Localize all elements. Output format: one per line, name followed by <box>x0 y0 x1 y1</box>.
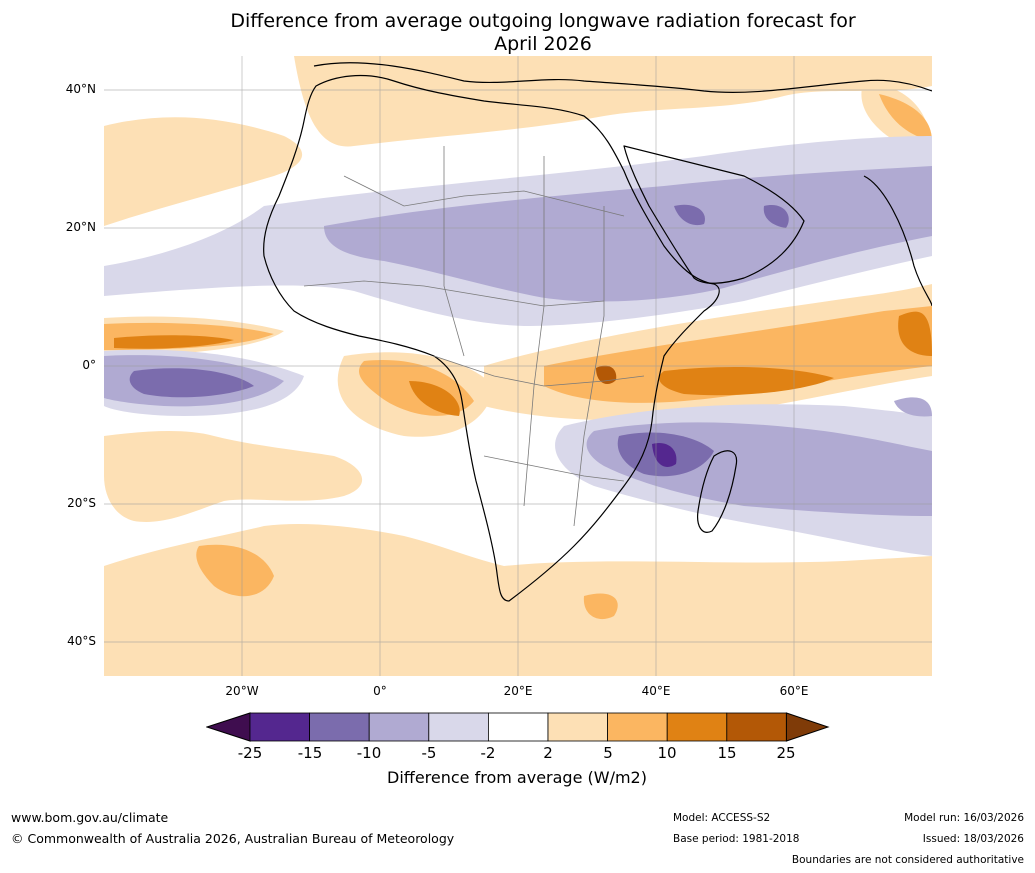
anomaly-north-atlantic-p2-5 <box>104 117 303 226</box>
colorbar-segment-m15-m10 <box>309 712 370 742</box>
positive-anomaly-layer <box>104 56 932 676</box>
colorbar-tick-p15: 15 <box>717 744 737 762</box>
map-svg <box>104 56 932 676</box>
colorbar-segment-m25-m15 <box>249 712 310 742</box>
colorbar-segment-m2-p2 <box>487 712 549 742</box>
coastline-arabia <box>623 145 805 284</box>
lon-label-0: 0° <box>373 684 387 698</box>
coastline-europe <box>313 62 932 93</box>
footer-copyright: © Commonwealth of Australia 2026, Austra… <box>11 831 455 846</box>
lat-label-40n: 40°N <box>65 82 96 96</box>
footer-model-run: Model run: 16/03/2026 <box>904 812 1024 824</box>
coastline-madagascar <box>697 450 738 533</box>
boundary-meridional-3 <box>573 206 605 527</box>
anomaly-indian-ocean-p5-10 <box>544 306 932 403</box>
coastline-africa <box>263 74 720 602</box>
lon-label-60e: 60°E <box>779 684 809 698</box>
colorbar-tick-p25: 25 <box>776 744 796 762</box>
chart-title: Difference from average outgoing longwav… <box>0 10 1035 56</box>
boundary-southern-africa <box>483 455 625 482</box>
colorbar <box>206 712 830 742</box>
colorbar-tick-p2: 2 <box>543 744 553 762</box>
anomaly-tropical-south-atlantic-p2-5 <box>104 431 363 522</box>
anomaly-indian-ocean-p10-15 <box>659 366 834 396</box>
colorbar-tick-p10: 10 <box>657 744 677 762</box>
title-line-1: Difference from average outgoing longwav… <box>230 10 856 32</box>
anomaly-mozambique-m15-25 <box>652 442 677 467</box>
olr-anomaly-map <box>104 56 932 676</box>
title-line-2: April 2026 <box>494 33 592 55</box>
colorbar-segment-p5-p10 <box>607 712 668 742</box>
graticule <box>104 56 932 676</box>
anomaly-south-indian-m5-10 <box>894 397 932 417</box>
anomaly-south-indian-p5-10 <box>583 593 618 620</box>
anomaly-sahel-m5-10 <box>324 166 932 302</box>
colorbar-segment-p15-p25 <box>726 712 787 742</box>
boundary-meridional-2 <box>523 156 545 507</box>
colorbar-segment-p2-p5 <box>547 712 608 742</box>
colorbar-tick-p5: 5 <box>603 744 613 762</box>
coastline-india <box>863 175 932 307</box>
footer-base-period: Base period: 1981-2018 <box>673 833 800 845</box>
boundary-central-africa <box>433 355 645 387</box>
anomaly-west-atlantic-m10-15 <box>129 368 254 398</box>
colorbar-tick-m2: -2 <box>480 744 496 762</box>
colorbar-extend-below <box>206 712 251 742</box>
colorbar-extend-above <box>785 712 830 742</box>
coastlines <box>263 62 932 602</box>
colorbar-segment-p10-p15 <box>666 712 728 742</box>
lat-label-20n: 20°N <box>65 220 96 234</box>
colorbar-label: Difference from average (W/m2) <box>387 768 647 787</box>
anomaly-south-atlantic-p5-10 <box>196 544 274 597</box>
footer-issued: Issued: 18/03/2026 <box>922 833 1024 845</box>
anomaly-equatorial-atlantic-p10-15 <box>114 335 234 349</box>
country-boundaries <box>303 146 645 527</box>
colorbar-tick-m15: -15 <box>297 744 323 762</box>
colorbar-tick-m25: -25 <box>237 744 263 762</box>
anomaly-gulf-guinea-p10-15 <box>409 381 460 416</box>
lat-label-0: 0° <box>82 358 96 372</box>
anomaly-iran-p5-10 <box>879 94 932 141</box>
lat-label-20s: 20°S <box>67 496 96 510</box>
anomaly-arabia-m10-15 <box>674 204 705 226</box>
lon-label-40e: 40°E <box>641 684 671 698</box>
boundary-sahel <box>303 280 605 307</box>
footer-disclaimer: Boundaries are not considered authoritat… <box>791 854 1024 866</box>
anomaly-lake-victoria-p15-25 <box>596 365 617 384</box>
footer-model: Model: ACCESS-S2 <box>673 812 771 824</box>
anomaly-gulf-m10-15 <box>763 205 789 228</box>
boundary-meridional-1 <box>443 146 465 357</box>
colorbar-tick-m5: -5 <box>421 744 437 762</box>
colorbar-tick-m10: -10 <box>356 744 382 762</box>
colorbar-segment-m10-m5 <box>368 712 430 742</box>
lat-label-40s: 40°S <box>67 634 96 648</box>
lon-label-20e: 20°E <box>503 684 533 698</box>
lon-label-20w: 20°W <box>225 684 259 698</box>
colorbar-segment-m5-m2 <box>428 712 489 742</box>
anomaly-arabian-sea-p10-15 <box>898 311 932 356</box>
footer-website: www.bom.gov.au/climate <box>11 810 169 825</box>
boundary-north-africa <box>343 175 625 217</box>
